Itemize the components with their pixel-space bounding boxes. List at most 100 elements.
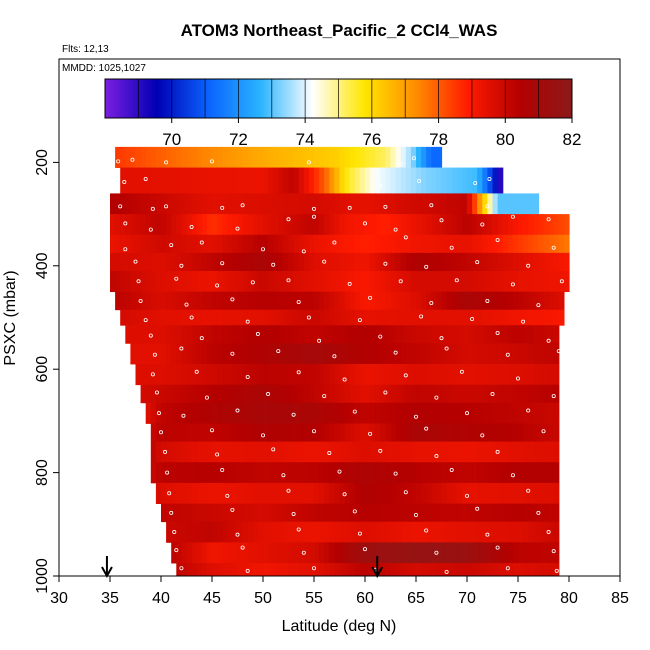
heatmap-cell [268, 503, 274, 523]
heatmap-cell [405, 441, 412, 463]
sample-point [347, 281, 352, 286]
heatmap-cell [257, 309, 264, 326]
heatmap-cell [365, 234, 371, 254]
heatmap-cell [303, 343, 310, 365]
heatmap-cell [273, 441, 279, 463]
heatmap-cell [171, 423, 177, 442]
heatmap-cell [472, 563, 478, 577]
heatmap-cell [288, 441, 295, 463]
heatmap-cell [283, 482, 290, 505]
heatmap-cell [324, 364, 330, 386]
heatmap-cell [385, 462, 392, 484]
heatmap-cell [201, 146, 208, 168]
sample-point [179, 346, 184, 351]
sample-point [311, 429, 316, 434]
heatmap-cell [416, 402, 422, 424]
heatmap-cell [201, 521, 208, 543]
heatmap-cell [334, 252, 341, 272]
heatmap-cell [273, 364, 279, 386]
sample-point [411, 156, 416, 161]
heatmap-cell [196, 270, 203, 293]
heatmap-cell [512, 234, 519, 254]
heatmap-cell [273, 146, 279, 168]
sample-point [559, 279, 564, 284]
heatmap-cell [543, 441, 550, 463]
heatmap-cell [217, 503, 223, 523]
heatmap-cell [365, 309, 371, 326]
heatmap-cell [201, 384, 208, 404]
heatmap-cell [461, 234, 468, 254]
heatmap-cell [222, 146, 228, 168]
sample-point [271, 447, 276, 452]
heatmap-cell [206, 542, 213, 564]
heatmap-cell [436, 441, 443, 463]
heatmap-cell [319, 563, 325, 577]
heatmap-cell [298, 384, 305, 404]
heatmap-cell [467, 234, 473, 254]
heatmap-cell [161, 503, 167, 523]
heatmap-cell [242, 146, 249, 168]
heatmap-cell [303, 441, 310, 463]
heatmap-cell [176, 146, 182, 168]
heatmap-cell [523, 291, 529, 311]
heatmap-cell [171, 325, 177, 344]
heatmap-cell [477, 309, 483, 326]
sample-point [245, 568, 250, 573]
heatmap-cell [273, 521, 279, 543]
heatmap-cell [314, 441, 320, 463]
heatmap-cell [319, 462, 325, 484]
heatmap-cell [135, 146, 142, 168]
heatmap-cell [257, 441, 264, 463]
heatmap-cell [497, 252, 504, 272]
heatmap-cell [217, 441, 223, 463]
heatmap-cell [273, 234, 279, 254]
heatmap-cell [308, 384, 315, 404]
heatmap-cell [145, 214, 152, 236]
heatmap-cell [334, 343, 341, 365]
heatmap-cell [140, 167, 147, 194]
heatmap-cell [324, 503, 330, 523]
heatmap-cell [268, 462, 274, 484]
heatmap-cell [487, 563, 494, 577]
heatmap-cell [421, 563, 427, 577]
heatmap-cell [293, 423, 300, 442]
sample-point [179, 566, 184, 571]
heatmap-cell [359, 309, 366, 326]
heatmap-cell [273, 214, 279, 236]
heatmap-cell [370, 214, 376, 236]
sample-point [301, 550, 306, 555]
sample-point [516, 376, 521, 381]
heatmap-cell [237, 309, 244, 326]
heatmap-cell [191, 503, 198, 523]
heatmap-cell [543, 462, 550, 484]
heatmap-cell [416, 423, 422, 442]
heatmap-cell [354, 343, 361, 365]
heatmap-cell [283, 146, 290, 168]
heatmap-cell [176, 521, 182, 543]
heatmap-cell [283, 364, 290, 386]
heatmap-cell [339, 252, 346, 272]
heatmap-cell [416, 167, 422, 194]
heatmap-cell [467, 325, 473, 344]
heatmap-cell [232, 563, 239, 577]
heatmap-cell [308, 325, 315, 344]
heatmap-cell [206, 214, 213, 236]
heatmap-cell [212, 193, 218, 215]
sample-point [240, 203, 245, 208]
heatmap-cell [130, 167, 137, 194]
heatmap-cell [329, 402, 335, 424]
heatmap-cell [293, 462, 300, 484]
sample-point [546, 217, 551, 222]
heatmap-cell [222, 291, 228, 311]
heatmap-cell [436, 309, 443, 326]
heatmap-cell [507, 384, 514, 404]
heatmap-cell [298, 167, 305, 194]
heatmap-cell [252, 193, 259, 215]
heatmap-cell [273, 309, 279, 326]
heatmap-cell [492, 563, 499, 577]
y-tick-label: 400 [34, 252, 51, 279]
heatmap-cell [186, 384, 193, 404]
heatmap-cell [196, 503, 203, 523]
colorbar-tick-label: 70 [162, 130, 181, 149]
heatmap-cell [416, 364, 422, 386]
